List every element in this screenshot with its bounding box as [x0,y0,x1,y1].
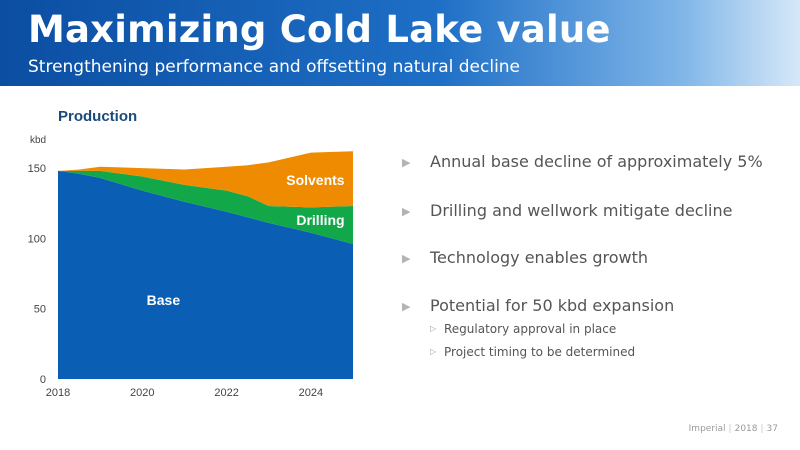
footer-page-number: 37 [766,424,778,434]
area-solvents [58,151,353,208]
sub-bullet-item: ▷ Project timing to be determined [430,345,635,359]
bullet-item: ▶ Technology enables growth [400,248,648,267]
x-tick-label: 2018 [46,387,70,399]
bullet-arrow-icon: ▶ [402,205,411,218]
area-base [58,170,353,379]
y-tick-label: 0 [40,374,46,386]
sub-bullet-text: Regulatory approval in place [444,322,617,336]
y-tick-label: 100 [28,233,46,245]
slide-subtitle: Strengthening performance and offsetting… [28,57,521,77]
production-chart: Production kbd Base Drilling Solvents 0 50 1… [28,108,353,399]
series-label-solvents: Solvents [286,172,345,188]
footer-year: 2018 [734,424,758,434]
footer-company: Imperial [688,424,726,434]
bullet-item: ▶ Potential for 50 kbd expansion [400,296,674,315]
title-banner: Maximizing Cold Lake value Strengthening… [0,0,800,86]
bullet-text: Annual base decline of approximately 5% [430,152,763,171]
y-axis-label: kbd [30,135,46,146]
y-tick-label: 50 [34,304,46,316]
bullet-text: Drilling and wellwork mitigate decline [430,201,733,220]
sub-bullet-item: ▷ Regulatory approval in place [430,322,616,336]
y-tick-label: 150 [28,163,46,175]
footer-separator: | [760,424,764,434]
bullet-arrow-icon: ▶ [402,252,411,265]
sub-bullet-arrow-icon: ▷ [430,324,437,333]
series-label-drilling: Drilling [296,212,344,228]
sub-bullet-arrow-icon: ▷ [430,347,437,356]
bullet-item: ▶ Annual base decline of approximately 5… [400,152,763,171]
bullet-text: Potential for 50 kbd expansion [430,296,675,315]
footer: Imperial | 2018 | 37 [689,424,778,434]
x-tick-label: 2020 [130,387,154,399]
sub-bullet-text: Project timing to be determined [444,345,636,359]
bullet-text: Technology enables growth [430,248,649,267]
series-label-base: Base [147,292,181,308]
footer-separator: | [728,424,732,434]
x-tick-label: 2024 [299,387,323,399]
chart-title: Production [58,108,137,125]
bullet-item: ▶ Drilling and wellwork mitigate decline [400,201,732,220]
bullet-arrow-icon: ▶ [402,156,411,169]
production-chart-panel: Production kbd Base Drilling Solvents 0 50 1… [0,96,380,406]
slide-title: Maximizing Cold Lake value [28,8,611,51]
x-tick-label: 2022 [214,387,238,399]
bullet-arrow-icon: ▶ [402,300,411,313]
area-drilling [58,170,353,244]
